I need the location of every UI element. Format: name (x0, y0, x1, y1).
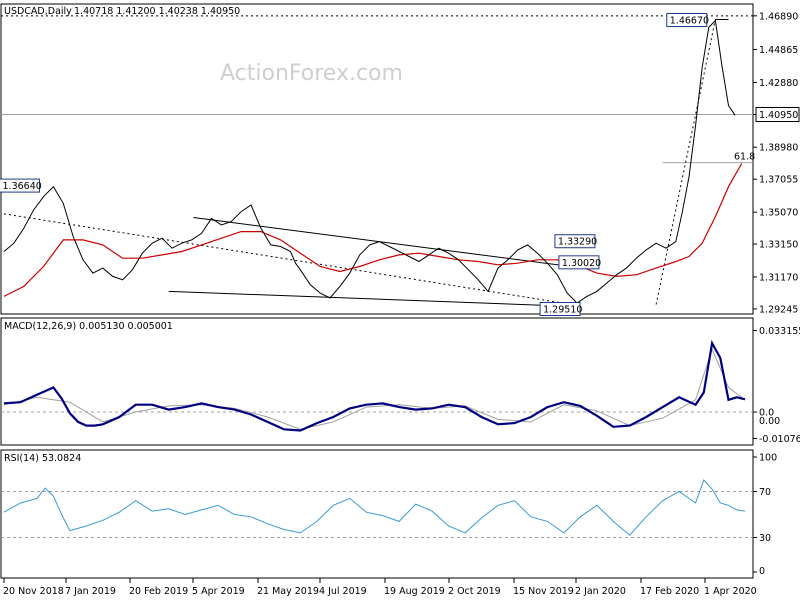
price-ytick-label: 1.46890 (759, 11, 798, 22)
price-ytick-label: 1.37055 (759, 175, 798, 186)
price-ytick-label: 1.31170 (759, 272, 798, 283)
trendline (168, 290, 573, 307)
x-tick-label: 2 Oct 2019 (448, 586, 501, 597)
price-ytick-label: 1.29245 (759, 304, 798, 315)
price-header-ohlc: 1.40718 1.41200 1.40238 1.40950 (74, 6, 240, 17)
macd-ytick-label: -0.010769 (759, 434, 800, 445)
price-label: 1.46670 (670, 15, 709, 26)
sma-line (3, 163, 743, 297)
macd-header: MACD(12,26,9) 0.005130 0.005001 (4, 321, 173, 332)
x-tick-label: 17 Feb 2020 (640, 586, 699, 597)
price-label: 1.30020 (562, 258, 601, 269)
trendline (3, 213, 573, 306)
price-ytick-label: 1.42880 (759, 78, 798, 89)
rsi-panel: RSI(14) 53.0824 100 70 30 0 (0, 449, 777, 579)
rsi-ytick-label: 100 (759, 453, 777, 464)
x-tick-label: 5 Apr 2019 (192, 586, 245, 597)
price-label-box (0, 178, 41, 193)
macd-panel-frame (0, 317, 754, 446)
rsi-ytick-label: 70 (759, 487, 771, 498)
price-label-box (539, 302, 581, 317)
price-ytick-label: 1.38980 (759, 143, 798, 154)
current-price-box (755, 106, 800, 122)
price-ytick-label: 1.40950 (759, 110, 798, 121)
rsi-ytick-label: 0 (759, 566, 765, 577)
price-label-box (554, 234, 596, 249)
fib-label: 61.8 (734, 152, 755, 163)
price-panel: ActionForex.com USDCAD,Daily 1.40718 1.4… (0, 3, 800, 317)
x-tick-label: 21 May 2019 (257, 586, 319, 597)
rsi-header: RSI(14) 53.0824 (4, 453, 81, 464)
price-ytick-label: 1.44865 (759, 45, 798, 56)
macd-ytick-label: 0.033155 (759, 326, 800, 337)
rsi-line (3, 479, 746, 536)
x-tick-label: 2 Jan 2020 (575, 586, 626, 597)
x-tick-label: 20 Feb 2019 (129, 586, 188, 597)
watermark: ActionForex.com (220, 61, 403, 86)
macd-signal-line (3, 347, 746, 430)
price-label-box (666, 12, 708, 27)
x-axis: 20 Nov 2018 7 Jan 2019 20 Feb 2019 5 Apr 20… (3, 578, 757, 597)
price-ytick-label: 1.35070 (759, 208, 798, 219)
x-tick-label: 15 Nov 2019 (513, 586, 574, 597)
price-label: 1.29510 (543, 305, 582, 316)
price-label-box (558, 255, 600, 270)
macd-ytick-label: 0.00 (759, 416, 780, 427)
price-line (3, 19, 736, 304)
price-label: 1.36640 (3, 181, 42, 192)
x-tick-label: 20 Nov 2018 (3, 586, 64, 597)
price-ytick-label: 1.33150 (759, 240, 798, 251)
x-tick-label: 4 Jul 2019 (319, 586, 367, 597)
price-panel-frame (0, 3, 754, 315)
macd-panel: MACD(12,26,9) 0.005130 0.005001 0.033155… (0, 317, 800, 446)
rsi-ytick-label: 30 (759, 533, 771, 544)
price-label: 1.33290 (558, 237, 597, 248)
macd-zero-label: 0.0 (759, 408, 774, 419)
x-tick-label: 1 Apr 2020 (704, 586, 757, 597)
x-tick-label: 7 Jan 2019 (65, 586, 116, 597)
price-header-symbol: USDCAD,Daily (4, 6, 72, 17)
trendline (655, 19, 716, 305)
x-tick-label: 19 Aug 2019 (384, 586, 445, 597)
rsi-panel-frame (0, 449, 754, 579)
macd-line (3, 339, 746, 432)
